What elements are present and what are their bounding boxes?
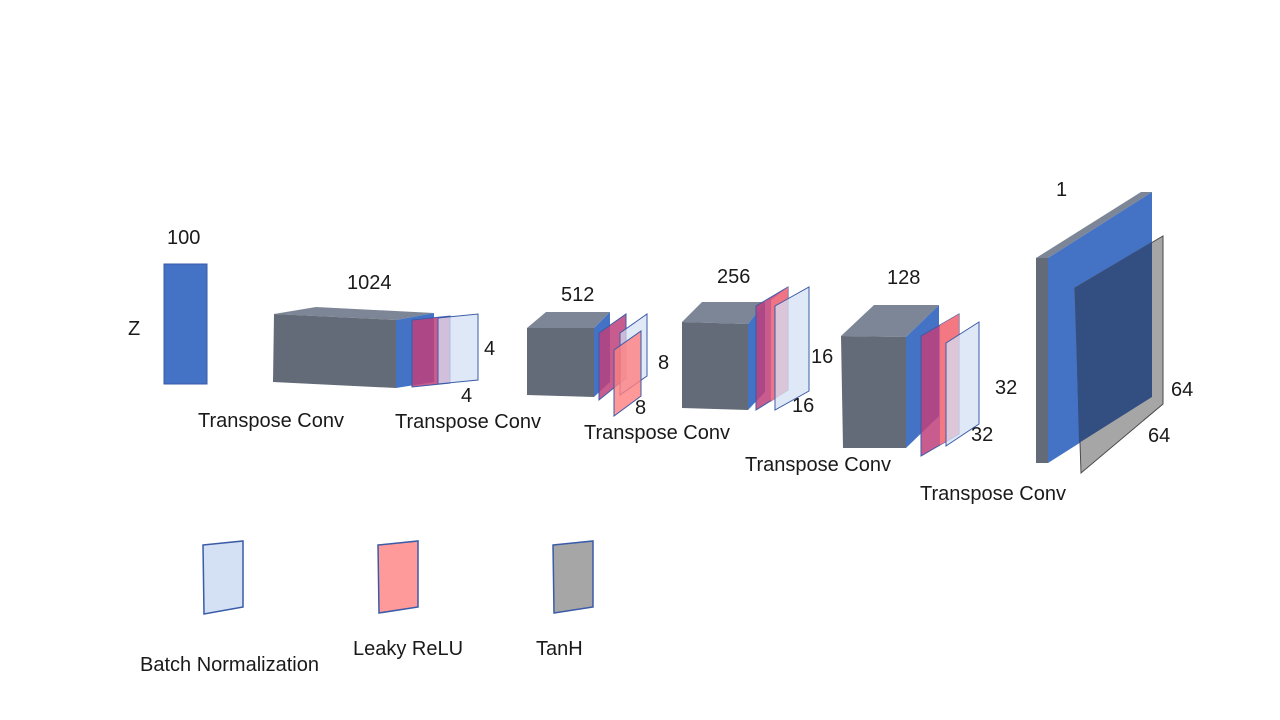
channels-label-4: 128 <box>887 267 920 289</box>
z-size-label: 100 <box>167 227 200 249</box>
legend-label-batch-norm: Batch Normalization <box>140 654 319 676</box>
dim-a-label-4: 32 <box>995 377 1017 399</box>
block-512 <box>527 312 610 397</box>
output-channels-label: 1 <box>1056 179 1067 201</box>
op-label-1: Transpose Conv <box>395 411 541 433</box>
legend: Batch Normalization Leaky ReLU TanH <box>140 540 594 676</box>
leaky-relu-plane-2b <box>613 330 642 417</box>
legend-swatch-batch-norm <box>202 540 244 615</box>
legend-swatch-leaky-relu <box>377 540 419 614</box>
legend-label-tanh: TanH <box>536 638 583 660</box>
block-256 <box>682 302 765 410</box>
dim-b-label-2: 8 <box>635 397 646 419</box>
tanh-plane-overlap <box>1075 242 1152 443</box>
channels-label-1: 1024 <box>347 272 392 294</box>
batch-norm-plane-1 <box>437 313 479 385</box>
legend-swatch-tanh <box>552 540 594 614</box>
op-label-4: Transpose Conv <box>920 483 1066 505</box>
op-label-3: Transpose Conv <box>745 454 891 476</box>
channels-label-3: 256 <box>717 266 750 288</box>
output-dim-a-label: 64 <box>1171 379 1193 401</box>
z-vector <box>163 263 208 385</box>
op-label-0: Transpose Conv <box>198 410 344 432</box>
op-label-2: Transpose Conv <box>584 422 730 444</box>
block-1024 <box>273 307 434 388</box>
z-label: Z <box>128 318 140 340</box>
output-dim-b-label: 64 <box>1148 425 1170 447</box>
dim-a-label-1: 4 <box>484 338 495 360</box>
channels-label-2: 512 <box>561 284 594 306</box>
batch-norm-plane-3 <box>774 286 810 411</box>
batch-norm-plane-4 <box>945 321 980 447</box>
dim-a-label-3: 16 <box>811 346 833 368</box>
legend-label-leaky-relu: Leaky ReLU <box>353 638 463 660</box>
dim-a-label-2: 8 <box>658 352 669 374</box>
dim-b-label-4: 32 <box>971 424 993 446</box>
dim-b-label-1: 4 <box>461 385 472 407</box>
dim-b-label-3: 16 <box>792 395 814 417</box>
